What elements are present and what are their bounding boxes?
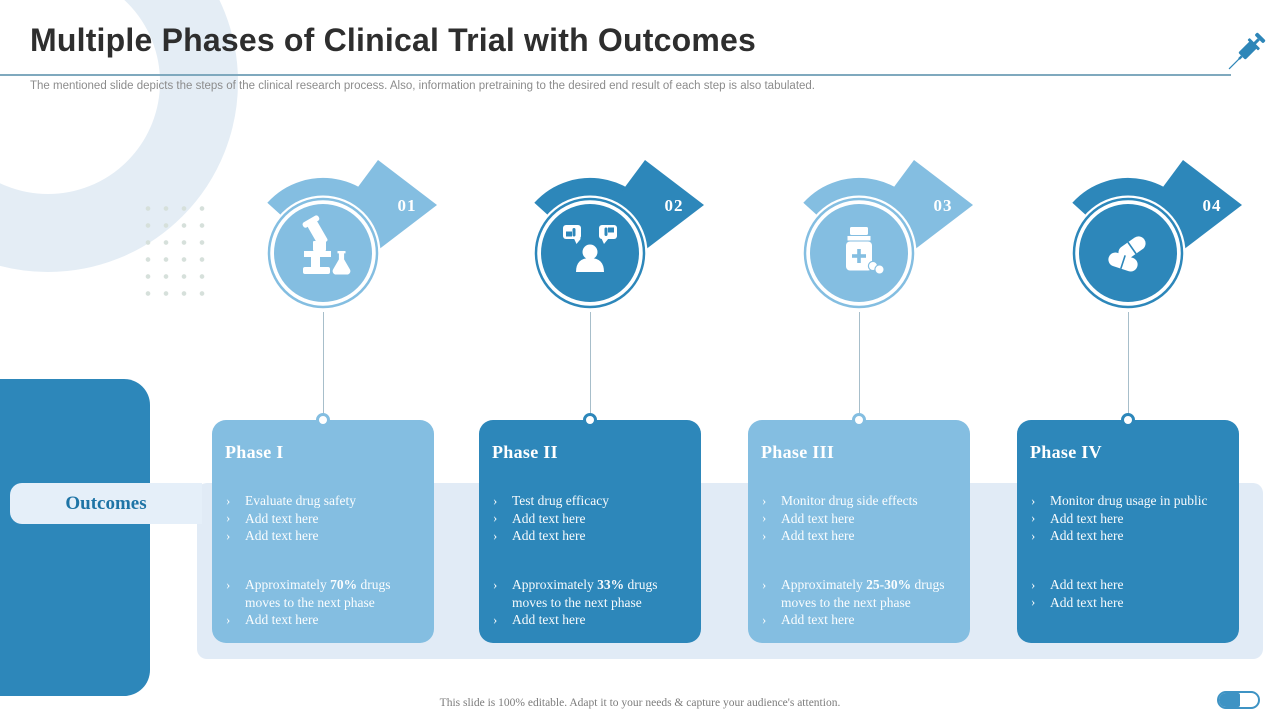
connector-line bbox=[589, 312, 591, 414]
circle-outline bbox=[1072, 197, 1184, 309]
bullet-item: › Add text here bbox=[226, 527, 319, 544]
phase-bullets-top: › Monitor drug usage in public › Add tex… bbox=[1017, 492, 1239, 545]
phase-bullets-bottom: › Approximately 70% drugs moves to the ne… bbox=[212, 576, 434, 629]
bullet-marker: › bbox=[226, 576, 231, 592]
bullet-marker: › bbox=[226, 510, 231, 525]
feedback-person-icon bbox=[563, 225, 617, 272]
phase-bullets-bottom: › Approximately 33% drugs moves to the ne… bbox=[479, 576, 701, 629]
bullet-item: › Add text here bbox=[762, 611, 855, 628]
left-accent-shape bbox=[0, 379, 150, 696]
bullet-item: › Add text here bbox=[1031, 510, 1124, 526]
bullet-item: › Add text here bbox=[226, 510, 319, 526]
phase-card-04: Phase IV › Monitor drug usage in public … bbox=[1017, 420, 1239, 643]
connector-marker bbox=[852, 413, 866, 427]
connector-marker bbox=[316, 413, 330, 427]
bullet-marker: › bbox=[493, 510, 498, 525]
slide-subtitle: The mentioned slide depicts the steps of… bbox=[30, 80, 815, 92]
phase-bullets-top: › Test drug efficacy › Add text here › A… bbox=[479, 492, 701, 545]
footer-note: This slide is 100% editable. Adapt it to… bbox=[439, 697, 841, 709]
pills-icon bbox=[1108, 236, 1146, 272]
circle-outline bbox=[267, 197, 379, 309]
phase-bullets-top: › Evaluate drug safety › Add text here ›… bbox=[212, 492, 434, 545]
bullet-marker: › bbox=[762, 611, 767, 627]
medicine-bottle-icon bbox=[846, 227, 885, 275]
bullet-item: › Add text here bbox=[226, 611, 319, 628]
bullet-marker: › bbox=[226, 611, 231, 627]
connector-line bbox=[858, 312, 860, 414]
bullet-marker: › bbox=[762, 527, 767, 543]
bullet-marker: › bbox=[226, 527, 231, 543]
bullet-item: › Add text here bbox=[493, 510, 586, 526]
phase-graphic-01: 01 bbox=[265, 160, 437, 311]
bullet-item: › Monitor drug usage in public bbox=[1031, 492, 1208, 509]
title-divider bbox=[0, 74, 1231, 76]
bullet-marker: › bbox=[762, 492, 767, 508]
bullet-marker: › bbox=[1031, 576, 1036, 592]
connector-marker bbox=[583, 413, 597, 427]
bullet-marker: › bbox=[493, 492, 498, 508]
microscope-icon bbox=[302, 215, 351, 275]
capsule-icon-half bbox=[1219, 693, 1240, 707]
bullet-item: › Add text here bbox=[1031, 576, 1124, 593]
arrow-head bbox=[622, 160, 704, 250]
bullet-marker: › bbox=[493, 611, 498, 627]
arrow-head bbox=[355, 160, 437, 250]
decorative-dot-grid bbox=[139, 200, 213, 304]
slide-title: Multiple Phases of Clinical Trial with O… bbox=[30, 22, 756, 58]
arrow-head bbox=[1160, 160, 1242, 250]
bullet-item: › Add text here bbox=[1031, 527, 1124, 544]
circle-outline bbox=[803, 197, 915, 309]
phase-number: 01 bbox=[398, 196, 417, 215]
bullet-marker: › bbox=[493, 527, 498, 543]
bullet-item: › Add text here bbox=[493, 611, 586, 628]
bullet-marker: › bbox=[1031, 492, 1036, 508]
circle-outline bbox=[534, 197, 646, 309]
bullet-marker: › bbox=[226, 492, 231, 508]
bullet-item: › Add text here bbox=[762, 527, 855, 544]
phase-number: 03 bbox=[934, 196, 953, 215]
capsule-icon bbox=[1217, 691, 1260, 709]
bullet-item: › Evaluate drug safety bbox=[226, 492, 356, 509]
phase-bullets-bottom: › Approximately 25-30% drugs moves to the… bbox=[748, 576, 970, 629]
syringe-icon bbox=[1228, 32, 1266, 70]
bullet-item: › Approximately 25-30% drugs moves to the… bbox=[762, 576, 945, 610]
phase-card-01: Phase I › Evaluate drug safety › Add tex… bbox=[212, 420, 434, 643]
arrow-head bbox=[891, 160, 973, 250]
bullet-item: › Add text here bbox=[762, 510, 855, 526]
connector-marker bbox=[1121, 413, 1135, 427]
bullet-item: › Add text here bbox=[493, 527, 586, 544]
phase-card-02: Phase II › Test drug efficacy › Add text… bbox=[479, 420, 701, 643]
bullet-item: › Test drug efficacy bbox=[493, 492, 610, 509]
phase-card-title: Phase I bbox=[225, 442, 284, 462]
connector-line bbox=[1127, 312, 1129, 414]
bullet-marker: › bbox=[1031, 527, 1036, 543]
bullet-marker: › bbox=[1031, 510, 1036, 525]
bullet-marker: › bbox=[493, 576, 498, 592]
phase-bullets-bottom: › Add text here › Add text here bbox=[1017, 576, 1239, 611]
bullet-marker: › bbox=[762, 576, 767, 592]
phase-number: 02 bbox=[665, 196, 684, 215]
outcomes-label: Outcomes bbox=[65, 493, 147, 514]
phase-card-title: Phase III bbox=[761, 442, 835, 462]
bullet-item: › Add text here bbox=[1031, 594, 1124, 610]
phase-number: 04 bbox=[1203, 196, 1222, 215]
bullet-marker: › bbox=[762, 510, 767, 525]
connector-line bbox=[322, 312, 324, 414]
phase-graphic-04: 04 bbox=[1070, 160, 1242, 311]
bullet-item: › Monitor drug side effects bbox=[762, 492, 918, 509]
bullet-item: › Approximately 70% drugs moves to the ne… bbox=[226, 576, 391, 610]
bullet-marker: › bbox=[1031, 594, 1036, 609]
phase-card-title: Phase IV bbox=[1030, 442, 1102, 462]
phase-bullets-top: › Monitor drug side effects › Add text h… bbox=[748, 492, 970, 545]
bullet-item: › Approximately 33% drugs moves to the ne… bbox=[493, 576, 658, 610]
phase-graphic-03: 03 bbox=[801, 160, 973, 311]
phase-graphic-02: 02 bbox=[532, 160, 704, 311]
outcomes-label-pill: Outcomes bbox=[10, 483, 202, 524]
phase-card-03: Phase III › Monitor drug side effects › … bbox=[748, 420, 970, 643]
phase-card-title: Phase II bbox=[492, 442, 558, 462]
